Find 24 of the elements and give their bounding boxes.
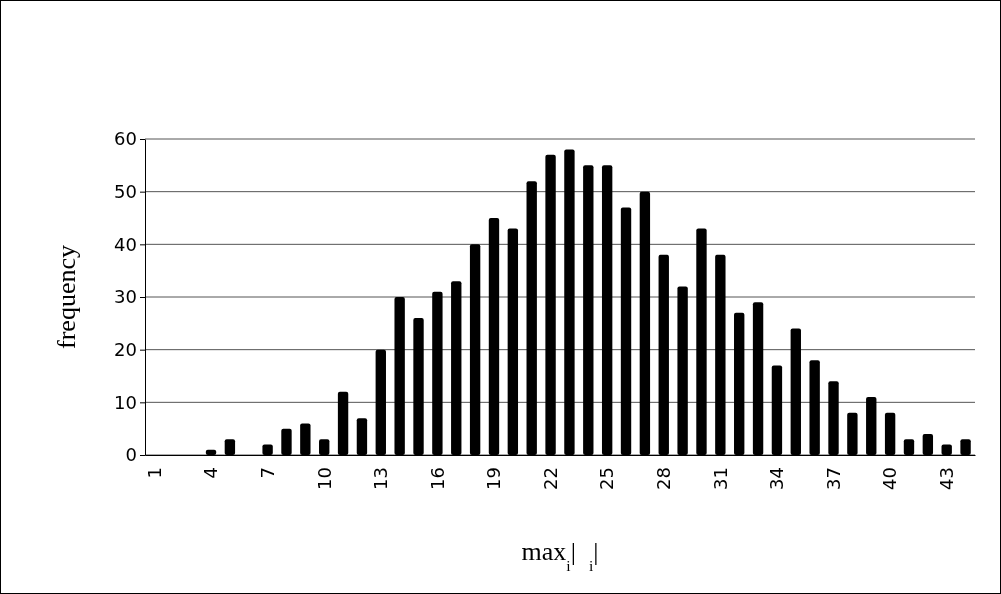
y-tick-label: 10 — [114, 391, 137, 413]
x-tick-label: 19 — [483, 467, 505, 490]
y-tick-label: 0 — [125, 444, 137, 466]
y-tick-label: 20 — [114, 338, 137, 360]
x-tick-label: 31 — [709, 467, 731, 490]
y-axis-title: frequency — [52, 245, 81, 349]
x-tick-label: 7 — [256, 467, 278, 479]
y-tick-label: 40 — [114, 233, 137, 255]
x-tick-label: 43 — [936, 467, 957, 490]
x-tick-label: 10 — [313, 467, 335, 490]
y-tick-label: 60 — [114, 128, 137, 150]
x-tick-label: 16 — [426, 467, 448, 490]
y-tick-label: 50 — [114, 180, 137, 202]
x-tick-label: 13 — [370, 467, 392, 490]
x-tick-label: 4 — [200, 467, 222, 479]
x-axis-title: max$_{i}$| $_{i}$| — [521, 537, 599, 575]
y-tick-label: 30 — [114, 286, 137, 308]
x-tick-label: 40 — [879, 467, 901, 490]
x-tick-label: 34 — [766, 467, 788, 490]
x-tick-label: 37 — [822, 467, 844, 490]
x-tick-label: 28 — [653, 467, 675, 490]
x-tick-label: 22 — [539, 467, 561, 490]
x-tick-label: 1 — [143, 467, 165, 479]
x-tick-label: 25 — [596, 467, 618, 490]
